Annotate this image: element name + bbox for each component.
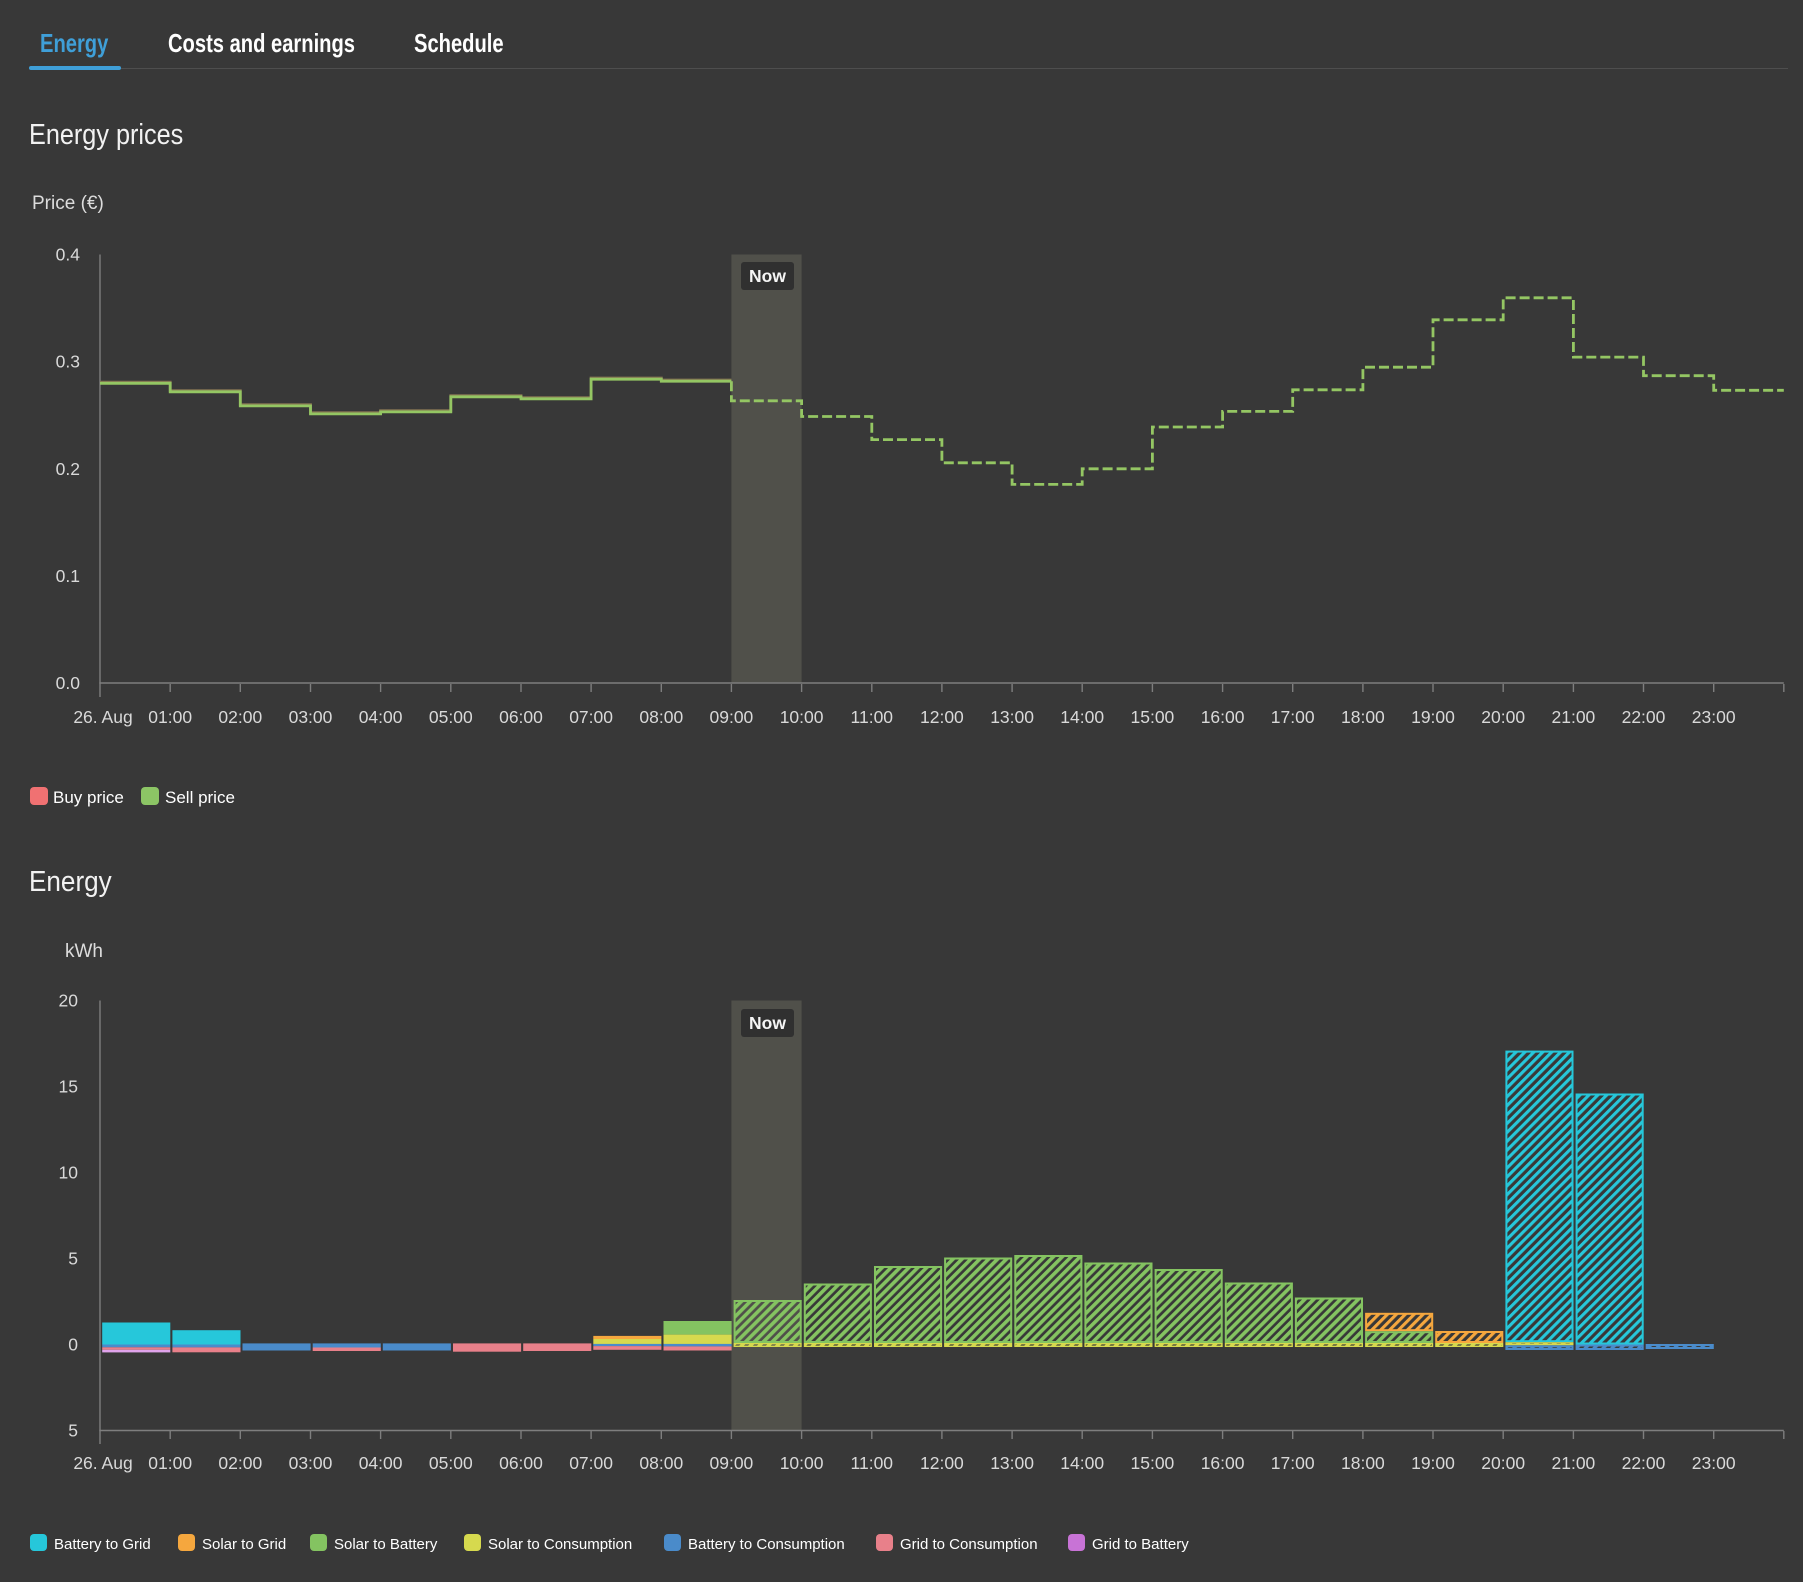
svg-text:22:00: 22:00 — [1622, 1453, 1666, 1473]
svg-text:23:00: 23:00 — [1692, 1453, 1736, 1473]
svg-text:19:00: 19:00 — [1411, 707, 1455, 727]
svg-text:07:00: 07:00 — [569, 1453, 613, 1473]
svg-text:0.1: 0.1 — [56, 566, 80, 586]
svg-text:Now: Now — [749, 266, 786, 286]
svg-text:01:00: 01:00 — [148, 707, 192, 727]
svg-text:10:00: 10:00 — [780, 707, 824, 727]
svg-text:09:00: 09:00 — [710, 707, 754, 727]
svg-text:03:00: 03:00 — [289, 1453, 333, 1473]
svg-text:01:00: 01:00 — [148, 1453, 192, 1473]
svg-text:26. Aug: 26. Aug — [73, 1453, 132, 1473]
svg-text:20:00: 20:00 — [1481, 1453, 1525, 1473]
svg-text:18:00: 18:00 — [1341, 707, 1385, 727]
svg-text:02:00: 02:00 — [218, 707, 262, 727]
svg-text:21:00: 21:00 — [1552, 707, 1596, 727]
svg-text:12:00: 12:00 — [920, 707, 964, 727]
svg-text:14:00: 14:00 — [1060, 1453, 1104, 1473]
svg-text:03:00: 03:00 — [289, 707, 333, 727]
svg-text:14:00: 14:00 — [1060, 707, 1104, 727]
svg-text:11:00: 11:00 — [851, 1453, 894, 1473]
svg-text:Now: Now — [749, 1013, 786, 1033]
svg-text:26. Aug: 26. Aug — [73, 707, 132, 727]
svg-text:07:00: 07:00 — [569, 707, 613, 727]
svg-text:09:00: 09:00 — [710, 1453, 754, 1473]
svg-text:21:00: 21:00 — [1552, 1453, 1596, 1473]
svg-text:19:00: 19:00 — [1411, 1453, 1455, 1473]
svg-text:0.3: 0.3 — [56, 352, 80, 372]
svg-text:04:00: 04:00 — [359, 707, 403, 727]
svg-text:10: 10 — [59, 1163, 79, 1183]
svg-text:02:00: 02:00 — [218, 1453, 262, 1473]
svg-text:0.2: 0.2 — [56, 459, 80, 479]
svg-text:0.0: 0.0 — [56, 673, 81, 693]
svg-text:20: 20 — [59, 991, 79, 1011]
svg-text:17:00: 17:00 — [1271, 707, 1315, 727]
svg-text:04:00: 04:00 — [359, 1453, 403, 1473]
svg-text:16:00: 16:00 — [1201, 1453, 1245, 1473]
svg-text:06:00: 06:00 — [499, 1453, 543, 1473]
svg-text:22:00: 22:00 — [1622, 707, 1666, 727]
svg-text:18:00: 18:00 — [1341, 1453, 1385, 1473]
svg-text:0: 0 — [68, 1335, 78, 1355]
svg-text:5: 5 — [68, 1249, 78, 1269]
svg-text:17:00: 17:00 — [1271, 1453, 1315, 1473]
svg-text:15:00: 15:00 — [1131, 1453, 1175, 1473]
svg-text:5: 5 — [68, 1421, 78, 1441]
svg-text:13:00: 13:00 — [990, 1453, 1034, 1473]
svg-text:05:00: 05:00 — [429, 707, 473, 727]
svg-text:10:00: 10:00 — [780, 1453, 824, 1473]
svg-text:06:00: 06:00 — [499, 707, 543, 727]
svg-text:0.4: 0.4 — [56, 245, 81, 265]
svg-text:15:00: 15:00 — [1131, 707, 1175, 727]
svg-text:05:00: 05:00 — [429, 1453, 473, 1473]
svg-text:13:00: 13:00 — [990, 707, 1034, 727]
svg-text:08:00: 08:00 — [639, 1453, 683, 1473]
svg-text:23:00: 23:00 — [1692, 707, 1736, 727]
svg-text:11:00: 11:00 — [851, 707, 894, 727]
svg-text:20:00: 20:00 — [1481, 707, 1525, 727]
svg-text:08:00: 08:00 — [639, 707, 683, 727]
svg-text:12:00: 12:00 — [920, 1453, 964, 1473]
svg-text:15: 15 — [59, 1077, 78, 1097]
svg-text:16:00: 16:00 — [1201, 707, 1245, 727]
